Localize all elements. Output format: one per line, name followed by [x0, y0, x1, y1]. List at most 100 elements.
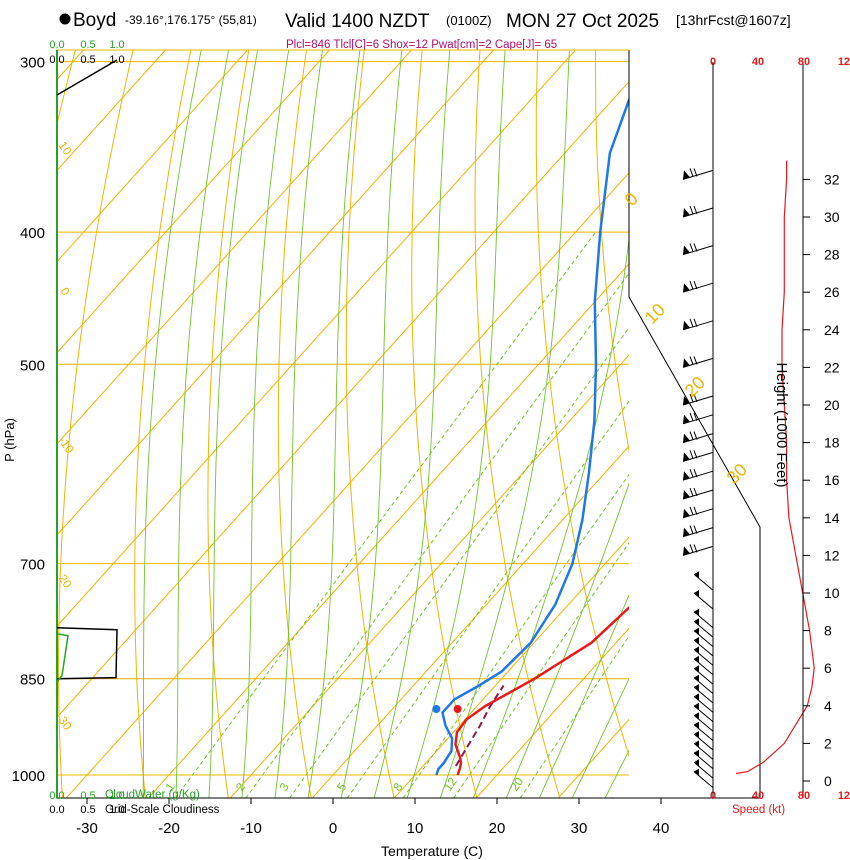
- wind-barb: [693, 571, 714, 591]
- moist-adiabat-line: [635, 0, 850, 804]
- moist-adiabat-line: [175, 50, 230, 798]
- wind-barb: [682, 469, 714, 481]
- wind-barb-feather: [693, 450, 698, 459]
- temperature-tick-label: -10: [240, 820, 262, 837]
- height-tick-label: 6: [824, 660, 832, 676]
- wind-barb-flag: [683, 396, 690, 405]
- isotherm-label: 10: [641, 300, 669, 328]
- moist-adiabat-line: [142, 50, 202, 798]
- wind-barb-feather: [689, 431, 694, 440]
- mixing-ratio-line: [519, 635, 629, 798]
- upper-cloudiness-line: [56, 59, 118, 96]
- isotherm-label: 30: [723, 460, 751, 488]
- isotherm-line: [57, 50, 331, 354]
- wind-barb: [693, 684, 714, 704]
- wind-barb-shaft: [693, 649, 714, 666]
- wind-barb-feather: [693, 318, 698, 327]
- wind-barb-feather: [689, 356, 694, 365]
- isotherm-line: [57, 50, 249, 263]
- cloudiness-tick-label: 1.0: [109, 804, 124, 816]
- wind-barb-shaft: [693, 686, 714, 704]
- valid-utc: (0100Z): [446, 13, 492, 28]
- wind-barb: [682, 205, 714, 218]
- wind-barb: [682, 525, 714, 538]
- wind-barb-flag: [694, 637, 699, 644]
- isotherm-line: [57, 50, 413, 445]
- height-tick-label: 12: [824, 547, 840, 563]
- wind-barb-flag: [694, 759, 699, 767]
- wind-barb-flag: [694, 740, 699, 748]
- cloud-panel: 0.00.00.00.00.50.50.50.51.01.01.01.0: [49, 39, 124, 816]
- wind-barb: [693, 749, 714, 770]
- dry-adiabat-line: [277, 50, 312, 798]
- wind-barb: [693, 665, 714, 685]
- moist-adiabat-line: [505, 482, 629, 798]
- moist-adiabat-line: [373, 50, 451, 798]
- wind-speed-profile-line: [735, 160, 815, 775]
- wind-barb-flag: [694, 608, 699, 616]
- temperature-tick-label: 40: [653, 820, 670, 837]
- surface-dewpoint-marker: [432, 705, 441, 713]
- isotherm-line: [57, 50, 495, 536]
- dewpoint-profile-line: [435, 96, 629, 776]
- cloudiness-tick-label: 0.0: [49, 804, 64, 816]
- wind-barb: [682, 506, 714, 519]
- height-tick-label: 8: [824, 623, 832, 639]
- cloudiness-profile-line: [56, 627, 118, 680]
- wind-barb-feather: [689, 469, 694, 478]
- height-tick-label: 30: [824, 209, 840, 225]
- wind-barb-flag: [683, 320, 690, 330]
- speed-tick-label: 120: [838, 790, 850, 802]
- wind-barb: [693, 637, 714, 657]
- wind-barb-feather: [689, 393, 694, 403]
- speed-tick-label: 80: [798, 790, 810, 802]
- cloud-water-profile-line: [56, 633, 69, 683]
- wind-barb-flag: [694, 768, 699, 776]
- wind-barb-shaft: [693, 611, 714, 629]
- dry-adiabat-line: [474, 50, 561, 798]
- wind-barb-feather: [693, 431, 698, 440]
- wind-barb: [693, 712, 714, 732]
- cloud-water-tick-label: 0.0: [49, 39, 64, 51]
- wind-barb-feather: [689, 450, 694, 459]
- wind-barb-flag: [683, 245, 690, 255]
- height-tick-label: 4: [824, 698, 832, 714]
- wind-barb: [682, 450, 714, 462]
- height-tick-label: 0: [824, 773, 832, 789]
- dry-adiabat-line: [58, 50, 134, 798]
- wind-barb: [682, 318, 714, 331]
- temperature-tick-label: 0: [329, 820, 337, 837]
- wind-barb-flag: [683, 170, 690, 180]
- mixing-ratio-line: [346, 400, 629, 798]
- pressure-tick-label: 400: [20, 225, 45, 242]
- height-tick-label: 14: [824, 510, 840, 526]
- temperature-tick-label: 30: [571, 820, 588, 837]
- wind-barb-flag: [683, 283, 690, 293]
- pressure-tick-label: 500: [20, 357, 45, 374]
- moist-adiabat-line: [571, 677, 629, 798]
- height-tick-label: 10: [824, 585, 840, 601]
- chart-header: Boyd -39.16°,176.175° (55,81) Valid 1400…: [59, 10, 791, 51]
- speed-tick-label: 40: [752, 790, 764, 802]
- wind-barb: [682, 281, 714, 293]
- wind-barb: [693, 740, 714, 760]
- pressure-tick-label: 1000: [12, 768, 45, 785]
- isotherm-line: [229, 354, 629, 798]
- mixing-ratio-line: [453, 542, 629, 798]
- wind-barb-shaft: [693, 724, 714, 741]
- wind-barb-shaft: [693, 573, 714, 591]
- speed-tick-label: 120: [838, 56, 850, 68]
- sounding-profiles: [432, 96, 629, 776]
- wind-barb-feather: [689, 281, 694, 290]
- wind-barb-flag: [694, 665, 699, 673]
- pressure-tick-label: 850: [20, 672, 45, 689]
- wind-barb-feather: [689, 487, 694, 497]
- wind-barb: [682, 243, 714, 256]
- moist-adiabat-line: [340, 50, 403, 798]
- wind-barb-flag: [694, 646, 699, 654]
- wind-barb-flag: [694, 712, 699, 720]
- wind-barb: [682, 168, 714, 180]
- height-tick-label: 26: [824, 284, 840, 300]
- forecast-info: [13hrFcst@1607z]: [676, 12, 791, 28]
